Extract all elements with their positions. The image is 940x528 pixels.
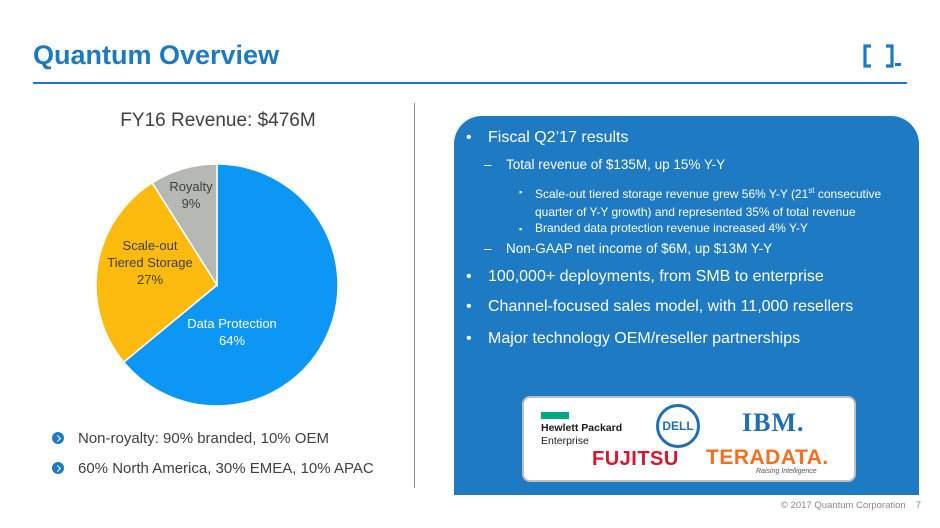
quantum-bracket-logo-icon xyxy=(863,44,901,68)
teradata-logo: TERADATA. xyxy=(706,446,829,469)
bullet-deployments: • 100,000+ deployments, from SMB to enter… xyxy=(466,268,824,285)
hpe-logo: Hewlett Packard Enterprise xyxy=(541,408,649,456)
left-bullet-list: Non-royalty: 90% branded, 10% OEM 60% No… xyxy=(52,423,374,483)
chevron-bullet-icon xyxy=(52,432,64,444)
vertical-divider xyxy=(414,103,415,488)
bullet-branded-revenue: ▪ Branded data protection revenue increas… xyxy=(519,221,808,235)
pie-slice-data-protection xyxy=(122,163,339,407)
pie-slice-scale-out-tiered-storage xyxy=(95,181,218,364)
pie-label-royalty: Royalty 9% xyxy=(169,179,213,211)
fujitsu-logo: FUJITSU xyxy=(592,448,679,470)
list-item: Non-royalty: 90% branded, 10% OEM xyxy=(52,423,374,453)
slide-footer: © 2017 Quantum Corporation 7 xyxy=(771,500,921,511)
chart-title: FY16 Revenue: $476M xyxy=(120,110,316,131)
list-item: 60% North America, 30% EMEA, 10% APAC xyxy=(52,453,374,483)
pie-label-scale-out-tiered-storage: Scale-out Tiered Storage 27% xyxy=(107,238,193,287)
revenue-pie-chart: Data Protection 64% Scale-out Tiered Storag… xyxy=(95,163,339,407)
bullet-fiscal-results: • Fiscal Q2’17 results xyxy=(466,129,629,146)
hpe-element-icon xyxy=(541,412,569,419)
teradata-tagline: Raising Intelligence xyxy=(756,468,817,475)
bullet-total-revenue: – Total revenue of $135M, up 15% Y-Y xyxy=(484,157,726,172)
bullet-channel: • Channel-focused sales model, with 11,00… xyxy=(466,298,854,315)
ibm-logo: IBM. xyxy=(742,408,805,437)
bullet-partnerships: • Major technology OEM/reseller partnersh… xyxy=(466,330,801,347)
pie-label-data-protection: Data Protection 64% xyxy=(187,316,277,348)
dell-logo: DELL xyxy=(656,404,700,448)
copyright-text: © 2017 Quantum Corporation xyxy=(780,500,906,511)
chevron-bullet-icon xyxy=(52,462,64,474)
partner-logos-box: Hewlett Packard Enterprise DELL IBM. FUJ… xyxy=(522,396,856,482)
slide-title: Quantum Overview xyxy=(33,40,280,70)
title-rule xyxy=(33,82,907,84)
bullet-net-income: – Non-GAAP net income of $6M, up $13M Y-Y xyxy=(484,241,773,256)
page-number: 7 xyxy=(915,500,921,511)
pie-slice-royalty xyxy=(151,163,218,288)
bullet-scaleout-growth: ▪ Scale-out tiered storage revenue grew … xyxy=(519,186,882,219)
